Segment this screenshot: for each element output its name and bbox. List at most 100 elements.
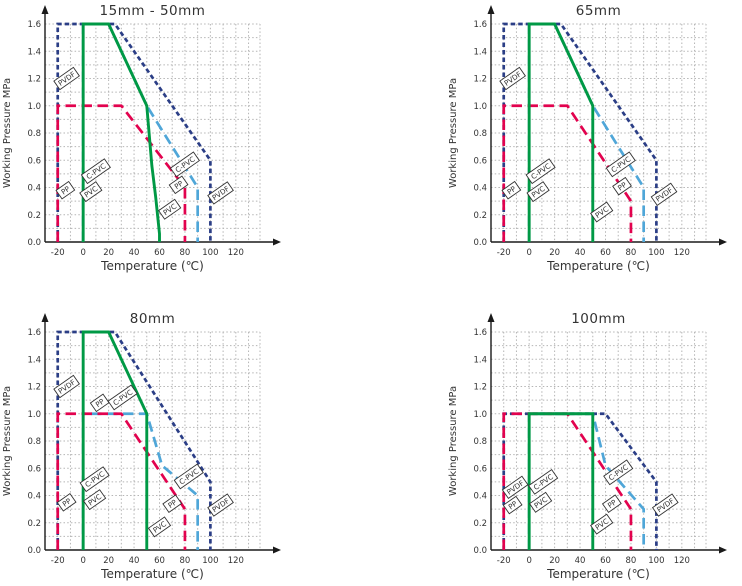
x-axis-arrow-icon <box>273 238 281 246</box>
y-tick-label: 0.2 <box>27 519 41 529</box>
series-label-pp: PP <box>56 493 77 512</box>
chart-title: 15mm - 50mm <box>100 3 206 19</box>
series-label-pvc: PVC <box>82 489 107 511</box>
grid <box>45 331 261 550</box>
x-axis-label: Temperature (℃) <box>546 567 650 581</box>
x-tick-labels: -20 0 20 40 60 80 100 120 <box>51 248 244 258</box>
x-tick-label: 120 <box>228 248 244 258</box>
axes <box>41 313 281 554</box>
y-tick-label: 0.4 <box>473 184 487 194</box>
label-box <box>168 175 189 195</box>
x-tick-label: 120 <box>674 556 690 566</box>
chart-svg: -20 0 20 40 60 80 100 120 0.0 0.2 0.4 0.6 0.8 1.0 1.2 1… <box>2 3 281 273</box>
chart-panel-80mm: -20 0 20 40 60 80 100 120 0.0 0.2 0.4 0.6 0.8 1.0 1.2 1… <box>0 308 296 586</box>
label-box <box>169 151 201 178</box>
y-tick-label: 0.8 <box>27 437 41 447</box>
label-box <box>162 494 183 513</box>
label-box <box>53 374 80 399</box>
label-box <box>56 493 77 512</box>
label-box <box>207 493 234 517</box>
x-tick-labels: -20 0 20 40 60 80 100 120 <box>51 556 244 566</box>
grid <box>45 23 261 242</box>
x-tick-label: 20 <box>549 556 560 566</box>
series-line-pvdf <box>56 330 212 550</box>
y-tick-label: 0.8 <box>473 129 487 139</box>
x-tick-label: 80 <box>180 248 191 258</box>
label-box <box>89 393 110 413</box>
y-tick-label: 1.6 <box>473 328 487 338</box>
x-tick-label: 20 <box>103 556 114 566</box>
label-box <box>612 176 632 196</box>
x-tick-label: 60 <box>600 556 611 566</box>
chart-svg: -20 0 20 40 60 80 100 120 0.0 0.2 0.4 0.6 0.8 1.0 1.2 1… <box>448 3 727 273</box>
x-tick-label: 40 <box>575 248 586 258</box>
x-tick-label: 80 <box>626 556 637 566</box>
label-box <box>158 198 182 220</box>
series-label-pvdf: PVDF <box>501 475 529 500</box>
y-tick-label: 0.0 <box>473 238 487 248</box>
label-box <box>590 201 614 223</box>
y-tick-label: 1.0 <box>473 102 487 112</box>
x-axis-arrow-icon <box>273 546 281 554</box>
x-tick-label: 0 <box>80 556 85 566</box>
series-label-pp: PP <box>55 180 76 200</box>
label-box <box>107 384 138 411</box>
series-line-pvc <box>527 22 595 242</box>
label-box <box>499 66 526 91</box>
y-tick-label: 1.2 <box>473 383 487 393</box>
series-group <box>56 330 212 550</box>
series-line-pvdf <box>56 22 212 242</box>
series-label-pp: PP <box>168 175 189 195</box>
x-tick-label: 100 <box>648 248 664 258</box>
series-label-pvdf: PVDF <box>53 374 80 399</box>
y-tick-label: 0.0 <box>27 238 41 248</box>
y-axis-label: Working Pressure MPa <box>448 386 459 496</box>
y-tick-label: 1.4 <box>473 47 487 57</box>
y-tick-label: 0.6 <box>473 156 487 166</box>
series-line-pp <box>56 104 187 242</box>
series-label-pp: PP <box>612 176 632 196</box>
label-box <box>650 182 678 207</box>
x-tick-label: 120 <box>674 248 690 258</box>
y-tick-label: 1.6 <box>27 328 41 338</box>
x-tick-label: 100 <box>202 248 218 258</box>
x-tick-label: 0 <box>526 556 531 566</box>
y-tick-label: 0.8 <box>473 437 487 447</box>
y-tick-label: 0.2 <box>473 519 487 529</box>
y-tick-label: 1.6 <box>473 20 487 30</box>
y-tick-label: 0.0 <box>27 546 41 556</box>
y-tick-label: 0.4 <box>27 184 41 194</box>
x-tick-label: -20 <box>51 556 65 566</box>
x-tick-label: 100 <box>648 556 664 566</box>
series-label-pp: PP <box>162 494 183 513</box>
label-box <box>501 475 529 500</box>
x-tick-label: 40 <box>129 556 140 566</box>
x-tick-label: 100 <box>202 556 218 566</box>
series-line-pvc <box>81 22 161 242</box>
y-tick-label: 1.4 <box>27 47 41 57</box>
x-tick-label: -20 <box>51 248 65 258</box>
x-axis-label: Temperature (℃) <box>100 259 204 273</box>
series-label-pp: PP <box>502 495 523 515</box>
x-tick-label: 120 <box>228 556 244 566</box>
series-label-pp: PP <box>89 393 110 413</box>
x-tick-label: 60 <box>154 248 165 258</box>
series-line-pvc <box>81 330 149 550</box>
y-tick-label: 1.4 <box>473 355 487 365</box>
x-tick-label: 20 <box>103 248 114 258</box>
chart-panel-15-50mm: -20 0 20 40 60 80 100 120 0.0 0.2 0.4 0.6 0.8 1.0 1.2 1… <box>0 0 296 278</box>
chart-svg: -20 0 20 40 60 80 100 120 0.0 0.2 0.4 0.6 0.8 1.0 1.2 1… <box>448 311 727 581</box>
series-group <box>502 22 658 242</box>
series-group <box>56 22 212 242</box>
y-tick-label: 0.6 <box>473 464 487 474</box>
y-axis-label: Working Pressure MPa <box>448 78 459 188</box>
label-box <box>525 158 556 185</box>
x-axis-label: Temperature (℃) <box>546 259 650 273</box>
chart-title: 100mm <box>571 311 626 327</box>
series-line-pp <box>56 412 187 550</box>
label-box <box>53 66 80 91</box>
y-tick-label: 1.2 <box>27 75 41 85</box>
chart-title: 80mm <box>130 311 175 327</box>
series-line-c-pvc <box>81 22 200 242</box>
label-box <box>528 468 559 495</box>
